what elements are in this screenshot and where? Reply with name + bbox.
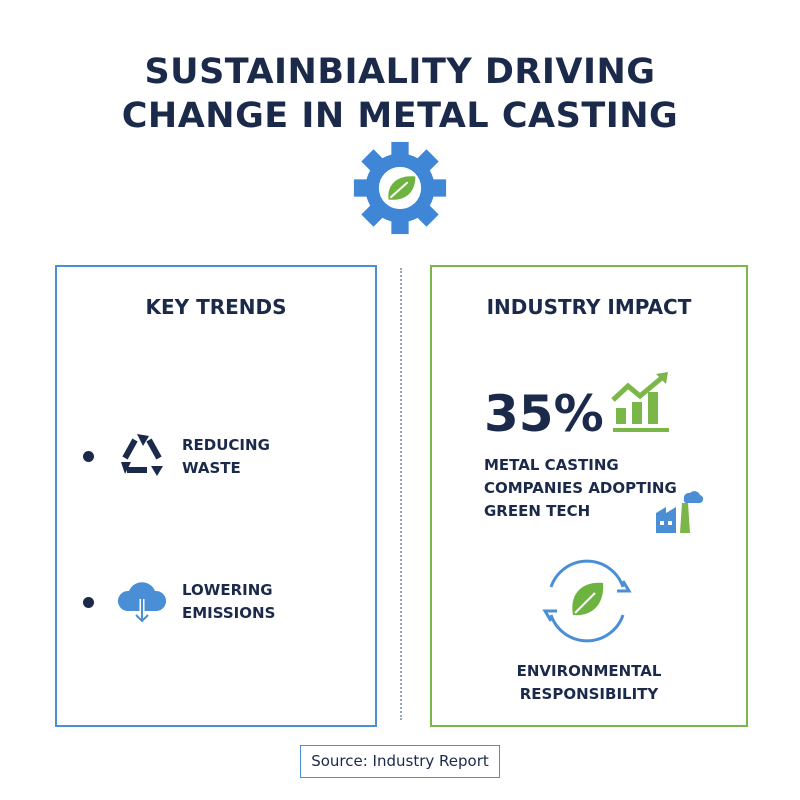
- title-line-1: SUSTAINBIALITY DRIVING: [144, 52, 656, 92]
- trend-lowering-emissions: LOWERING EMISSIONS: [182, 579, 275, 625]
- growth-chart-icon: [611, 372, 669, 432]
- trend-label: LOWERING: [182, 581, 273, 599]
- source-label: Source: Industry Report: [300, 745, 500, 778]
- env-line: RESPONSIBILITY: [519, 685, 659, 703]
- stat-line: GREEN TECH: [484, 502, 591, 520]
- stat-description: METAL CASTING COMPANIES ADOPTING GREEN T…: [484, 454, 677, 523]
- trend-label: WASTE: [182, 459, 241, 477]
- cloud-download-icon: [117, 582, 167, 625]
- title-line-2: CHANGE IN METAL CASTING: [121, 96, 679, 136]
- bullet: [83, 451, 94, 462]
- key-trends-panel: KEY TRENDS REDUCING WASTE LOWERING EMISS…: [55, 265, 377, 727]
- divider: [400, 268, 402, 720]
- recycle-icon: [121, 434, 163, 476]
- trend-reducing-waste: REDUCING WASTE: [182, 434, 270, 480]
- stat-line: COMPANIES ADOPTING: [484, 479, 677, 497]
- cycle-leaf-icon: [542, 559, 632, 643]
- environmental-responsibility: ENVIRONMENTAL RESPONSIBILITY: [432, 660, 746, 706]
- trend-label: REDUCING: [182, 436, 270, 454]
- env-line: ENVIRONMENTAL: [516, 662, 662, 680]
- bullet: [83, 597, 94, 608]
- page-title: SUSTAINBIALITY DRIVING CHANGE IN METAL C…: [0, 50, 800, 138]
- industry-impact-panel: INDUSTRY IMPACT 35% METAL CASTING COMPAN…: [430, 265, 748, 727]
- trend-label: EMISSIONS: [182, 604, 276, 622]
- factory-icon: [656, 491, 704, 533]
- stat-line: METAL CASTING: [484, 456, 619, 474]
- industry-impact-heading: INDUSTRY IMPACT: [486, 295, 692, 319]
- gear-leaf-icon: [353, 141, 447, 235]
- key-trends-heading: KEY TRENDS: [145, 295, 287, 319]
- stat-value: 35%: [484, 385, 604, 443]
